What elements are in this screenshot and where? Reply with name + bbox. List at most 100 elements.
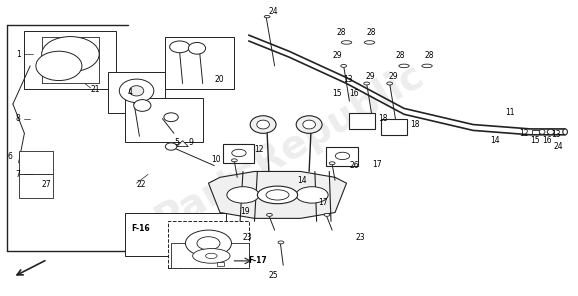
Bar (327, 147, 358, 165)
Ellipse shape (342, 41, 351, 44)
Ellipse shape (266, 190, 289, 200)
Text: 17: 17 (372, 160, 382, 169)
Text: 14: 14 (298, 176, 307, 185)
Ellipse shape (364, 82, 369, 85)
Bar (18, 151, 53, 174)
Text: 20: 20 (214, 75, 224, 83)
Text: 11: 11 (505, 108, 514, 117)
Text: 8: 8 (16, 114, 21, 123)
Bar (217, 262, 224, 266)
Text: 24: 24 (554, 142, 563, 151)
Ellipse shape (547, 129, 554, 134)
Text: 5: 5 (174, 138, 179, 147)
Text: 29: 29 (365, 72, 375, 81)
Ellipse shape (266, 213, 272, 216)
Text: 4: 4 (128, 88, 133, 97)
Ellipse shape (257, 186, 298, 204)
Text: 15: 15 (531, 136, 540, 145)
Ellipse shape (539, 130, 545, 134)
Ellipse shape (257, 120, 269, 129)
Text: F-16: F-16 (131, 224, 150, 233)
Text: 26: 26 (349, 161, 359, 170)
Ellipse shape (563, 129, 568, 135)
Bar (108, 72, 165, 113)
Ellipse shape (192, 249, 230, 263)
Ellipse shape (231, 159, 237, 162)
Polygon shape (209, 171, 347, 218)
Text: 27: 27 (42, 180, 51, 189)
Ellipse shape (186, 230, 231, 257)
Ellipse shape (296, 116, 322, 133)
Text: 28: 28 (395, 51, 405, 60)
Text: 1: 1 (16, 50, 21, 59)
Text: 16: 16 (349, 89, 359, 98)
Ellipse shape (206, 253, 217, 258)
Bar (349, 113, 375, 129)
Bar (24, 31, 116, 89)
Text: F-17: F-17 (249, 256, 268, 266)
Bar (125, 213, 226, 257)
Circle shape (296, 187, 328, 203)
Text: 7: 7 (16, 170, 21, 179)
Text: 18: 18 (378, 114, 388, 123)
Ellipse shape (188, 42, 206, 54)
Ellipse shape (129, 86, 144, 96)
Ellipse shape (165, 143, 177, 150)
Text: 16: 16 (542, 136, 552, 145)
Text: 9: 9 (188, 138, 193, 147)
Bar (381, 119, 407, 135)
Text: 12: 12 (254, 145, 264, 154)
Ellipse shape (134, 100, 151, 111)
Text: 29: 29 (388, 72, 398, 81)
Bar (532, 130, 539, 134)
Ellipse shape (164, 113, 178, 122)
Text: 29: 29 (332, 51, 342, 60)
Text: 13: 13 (551, 130, 560, 139)
Text: 17: 17 (318, 198, 327, 207)
Bar (223, 144, 254, 163)
Text: 23: 23 (243, 233, 253, 242)
Bar (171, 243, 249, 268)
Text: 28: 28 (366, 28, 376, 37)
Ellipse shape (341, 65, 347, 67)
Text: 14: 14 (490, 136, 500, 145)
Bar (125, 98, 203, 142)
Ellipse shape (387, 82, 392, 85)
Ellipse shape (119, 79, 154, 102)
Ellipse shape (250, 116, 276, 133)
Ellipse shape (264, 15, 270, 18)
Ellipse shape (324, 213, 330, 216)
Text: 19: 19 (240, 207, 250, 215)
Ellipse shape (303, 120, 316, 129)
Ellipse shape (329, 162, 335, 165)
Ellipse shape (232, 149, 246, 157)
Bar (18, 174, 53, 198)
Text: 15: 15 (332, 89, 342, 98)
Text: 13: 13 (344, 75, 353, 83)
Ellipse shape (422, 64, 432, 68)
Text: 28: 28 (424, 51, 434, 60)
Bar (168, 221, 249, 268)
Text: 21: 21 (91, 85, 100, 94)
Ellipse shape (364, 41, 375, 44)
Polygon shape (177, 141, 188, 147)
Ellipse shape (335, 152, 350, 160)
Ellipse shape (197, 237, 220, 250)
Text: 6: 6 (7, 152, 12, 161)
Ellipse shape (42, 37, 99, 72)
Text: 10: 10 (212, 155, 221, 164)
Text: PartsRepublic: PartsRepublic (148, 56, 430, 240)
Ellipse shape (278, 241, 284, 244)
Text: 28: 28 (337, 28, 346, 37)
Text: 22: 22 (136, 180, 146, 189)
Text: 12: 12 (519, 129, 529, 138)
Ellipse shape (169, 41, 190, 53)
Text: 23: 23 (355, 233, 365, 242)
Bar (165, 37, 234, 89)
Text: 18: 18 (410, 120, 419, 129)
Ellipse shape (399, 64, 409, 68)
Text: 25: 25 (269, 271, 279, 280)
Ellipse shape (36, 51, 82, 81)
Text: 24: 24 (269, 7, 279, 16)
Circle shape (227, 187, 259, 203)
